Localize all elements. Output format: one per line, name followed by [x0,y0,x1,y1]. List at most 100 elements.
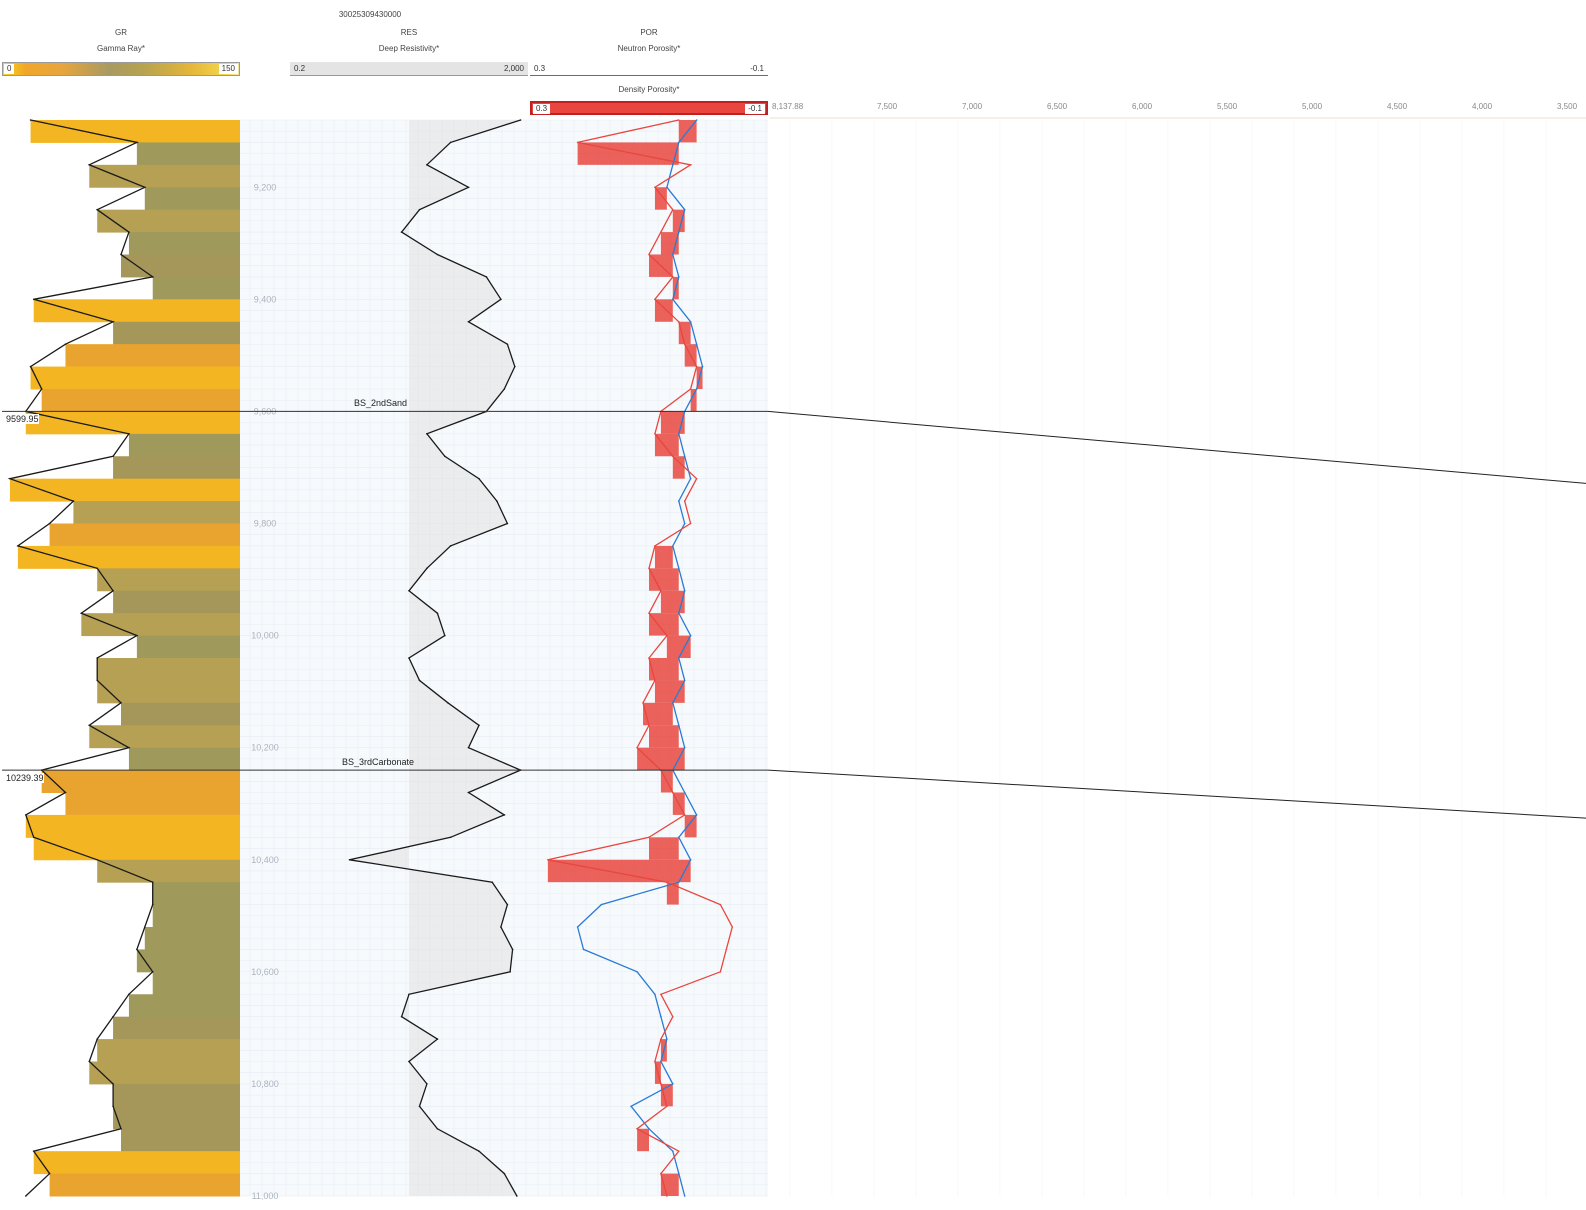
npor-scale-bar[interactable]: 0.3 -0.1 [530,62,768,76]
npor-point [689,858,692,861]
well-id: 30025309430000 [338,10,402,19]
por-crossover-fill [654,433,679,457]
dpor-point [719,903,722,906]
res-point [426,164,428,166]
gr-fill-band [113,1016,240,1040]
npor-point [677,1172,680,1175]
gr-point [128,746,130,749]
npor-point [600,903,603,906]
gr-fill-band [17,545,240,569]
gr-point [48,1172,51,1175]
dpor-point [660,1038,662,1040]
x-axis-tick-label: 6,500 [1047,102,1068,111]
dpor-point [719,971,722,973]
dpor-point [648,657,650,659]
npor-point [683,522,686,525]
res-scale-bar[interactable]: 0.2 2,000 [290,62,528,76]
res-point [436,1038,439,1040]
dpor-point [672,208,674,211]
npor-point [672,702,674,704]
gr-point [112,589,114,592]
npor-point [677,141,680,144]
x-axis-tick-label: 5,500 [1217,102,1238,111]
gr-fill-band [121,702,240,726]
x-axis-tick-label: 4,000 [1472,102,1493,111]
gr-point [151,276,154,278]
npor-point [695,814,698,816]
dpor-point [654,298,656,301]
gr-fill-band [113,1083,240,1107]
res-point [449,141,452,144]
gr-curve-name: Gamma Ray* [96,44,145,53]
por-crossover-fill [666,882,679,905]
res-point [418,1105,421,1108]
npor-point [576,926,579,928]
dpor-point [660,993,662,996]
dpor-point [689,388,692,390]
depth-tick-label: 10,600 [251,967,279,977]
res-fill [349,120,521,1196]
npor-point [672,1083,674,1085]
dpor-point [547,858,549,861]
top-depth-flag: 10239.39 [6,773,44,784]
npor-scale-min: 0.3 [534,64,546,73]
gr-point [29,119,32,121]
gr-fill-band [152,971,240,995]
gr-point [25,814,27,816]
top-depth-flag: 9599.95 [6,414,39,425]
npor-point [683,1195,686,1197]
gr-fill-band [65,344,240,368]
npor-point [630,1105,632,1108]
npor-point [672,545,674,547]
gr-point [32,298,35,301]
npor-point [677,657,680,659]
x-axis-tick-label: 6,000 [1132,102,1153,111]
gr-fill-band [97,680,240,704]
gr-point [88,1060,91,1063]
formation-top-label: BS_3rdCarbonate [342,757,415,768]
gr-point [120,702,122,704]
por-crossover-fill [660,411,685,434]
dpor-point [666,634,668,637]
dpor-point [576,141,579,144]
gr-mnemonic: GR [115,28,127,37]
npor-point [672,164,674,166]
gr-point [88,724,91,727]
gr-fill-band [65,792,240,816]
gr-point [9,477,11,480]
npor-point [683,208,686,211]
dpor-point [654,433,656,435]
res-point [408,1060,410,1063]
dpor-point [648,567,650,570]
gr-fill-band [73,501,241,524]
gr-point [80,612,83,614]
res-mnemonic: RES [400,28,418,37]
gr-fill-band [25,814,240,838]
npor-point [648,1127,650,1130]
gr-scale-bar[interactable]: 0 150 [2,62,240,76]
dpor-point [689,522,692,525]
npor-point [689,634,692,637]
depth-tick-label: 10,800 [251,1079,279,1089]
gr-fill-band [113,590,240,614]
npor-point [683,679,686,682]
res-point [426,433,428,435]
res-point [467,320,470,323]
res-point [500,926,502,928]
gr-point [32,1150,35,1152]
dpor-point [648,612,650,614]
npor-point [677,881,680,883]
npor-point [677,612,680,614]
dpor-scale-bar[interactable]: 0.3 -0.1 [530,101,768,115]
gr-fill-band [49,1173,240,1197]
gr-fill-band [33,299,240,323]
res-point [436,253,439,256]
dpor-point [648,724,650,727]
dpor-point [683,814,686,816]
gr-point [96,1038,98,1040]
gr-fill-band [33,837,240,861]
gr-fill-band [136,949,240,973]
dpor-point [660,1083,662,1085]
gr-fill-band [97,859,240,883]
